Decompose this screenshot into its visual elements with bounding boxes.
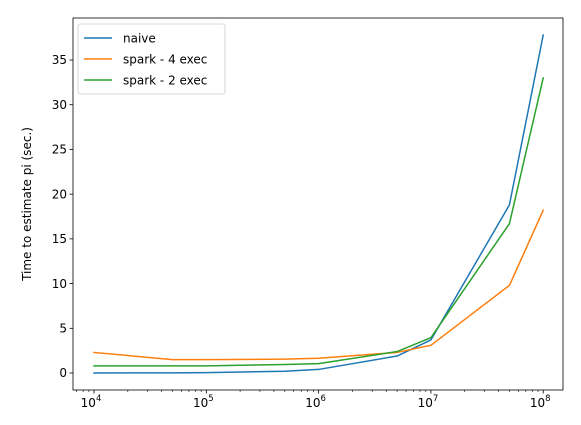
x-tick-label: 105 <box>193 394 214 410</box>
series-line-2 <box>93 77 545 367</box>
y-tick-label: 35 <box>52 53 67 67</box>
legend-label: spark - 2 exec <box>123 73 207 87</box>
legend: naive spark - 4 exec spark - 2 exec <box>77 23 226 95</box>
series-line-0 <box>93 34 545 374</box>
y-tick-label: 20 <box>52 187 67 201</box>
y-tick-label: 5 <box>59 321 67 335</box>
y-axis: 0 5 10 15 20 25 30 35 <box>52 53 73 380</box>
series-layer <box>93 34 545 374</box>
y-tick-label: 0 <box>59 366 67 380</box>
x-axis: 104 105 106 107 108 <box>76 390 551 410</box>
series-line-1 <box>93 209 545 361</box>
y-tick-label: 30 <box>52 98 67 112</box>
y-tick-label: 15 <box>52 232 67 246</box>
y-axis-label: Time to estimate pi (sec.) <box>20 127 34 282</box>
legend-label: naive <box>123 31 156 45</box>
y-tick-label: 25 <box>52 143 67 157</box>
legend-label: spark - 4 exec <box>123 52 207 66</box>
x-tick-label: 108 <box>530 394 551 410</box>
x-tick-label: 106 <box>305 394 326 410</box>
x-tick-label: 107 <box>418 394 439 410</box>
x-tick-label: 104 <box>81 394 102 410</box>
legend-box <box>77 23 226 95</box>
plot-frame <box>72 17 564 391</box>
y-tick-label: 10 <box>52 277 67 291</box>
